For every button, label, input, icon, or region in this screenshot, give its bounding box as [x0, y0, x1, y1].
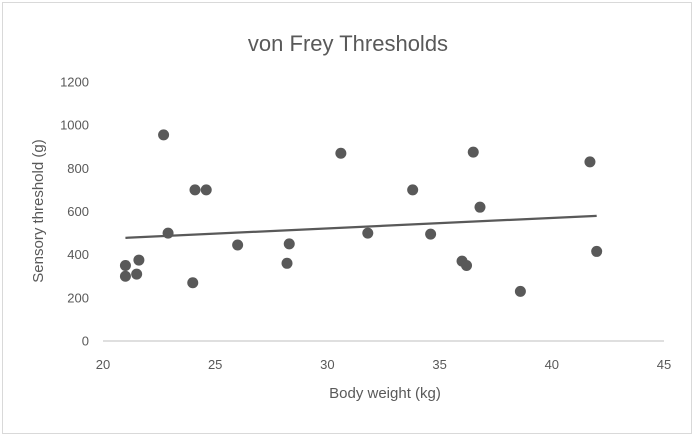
data-point	[189, 184, 201, 196]
data-point	[283, 238, 295, 250]
data-point	[133, 254, 145, 266]
data-point	[407, 184, 419, 196]
data-point	[187, 277, 199, 289]
trendline	[125, 214, 597, 239]
data-point	[584, 156, 596, 168]
data-point	[461, 259, 473, 271]
data-point	[200, 184, 212, 196]
y-tick-label: 1000	[60, 118, 89, 133]
x-axis-label: Body weight (kg)	[329, 385, 441, 402]
chart-area	[2, 2, 692, 434]
data-points	[119, 129, 603, 297]
x-tick-label: 35	[432, 357, 446, 372]
data-point	[119, 259, 131, 271]
data-point	[119, 270, 131, 282]
data-point	[232, 239, 244, 251]
chart-title: von Frey Thresholds	[248, 31, 448, 56]
x-tick-label: 40	[545, 357, 559, 372]
y-axis-label: Sensory threshold (g)	[30, 139, 47, 282]
x-tick-label: 25	[208, 357, 222, 372]
x-axis-ticks: 20 25 30 35 40 45	[96, 357, 671, 372]
y-axis: 0 200 400 600 800 1000 1200	[60, 75, 89, 349]
y-tick-label: 200	[67, 290, 89, 305]
data-point	[591, 245, 603, 257]
data-point	[162, 227, 174, 239]
y-tick-label: 800	[67, 161, 89, 176]
y-tick-label: 600	[67, 204, 89, 219]
x-tick-label: 20	[96, 357, 110, 372]
data-point	[281, 257, 293, 269]
data-point	[158, 129, 170, 141]
data-point	[474, 201, 486, 213]
data-point	[514, 285, 526, 297]
y-tick-label: 1200	[60, 75, 89, 90]
x-tick-label: 45	[657, 357, 671, 372]
data-point	[467, 146, 479, 158]
x-tick-label: 30	[320, 357, 334, 372]
y-tick-label: 0	[82, 334, 89, 349]
data-point	[425, 228, 437, 240]
data-point	[362, 227, 374, 239]
data-point	[335, 147, 347, 159]
y-tick-label: 400	[67, 247, 89, 262]
data-point	[131, 268, 143, 280]
